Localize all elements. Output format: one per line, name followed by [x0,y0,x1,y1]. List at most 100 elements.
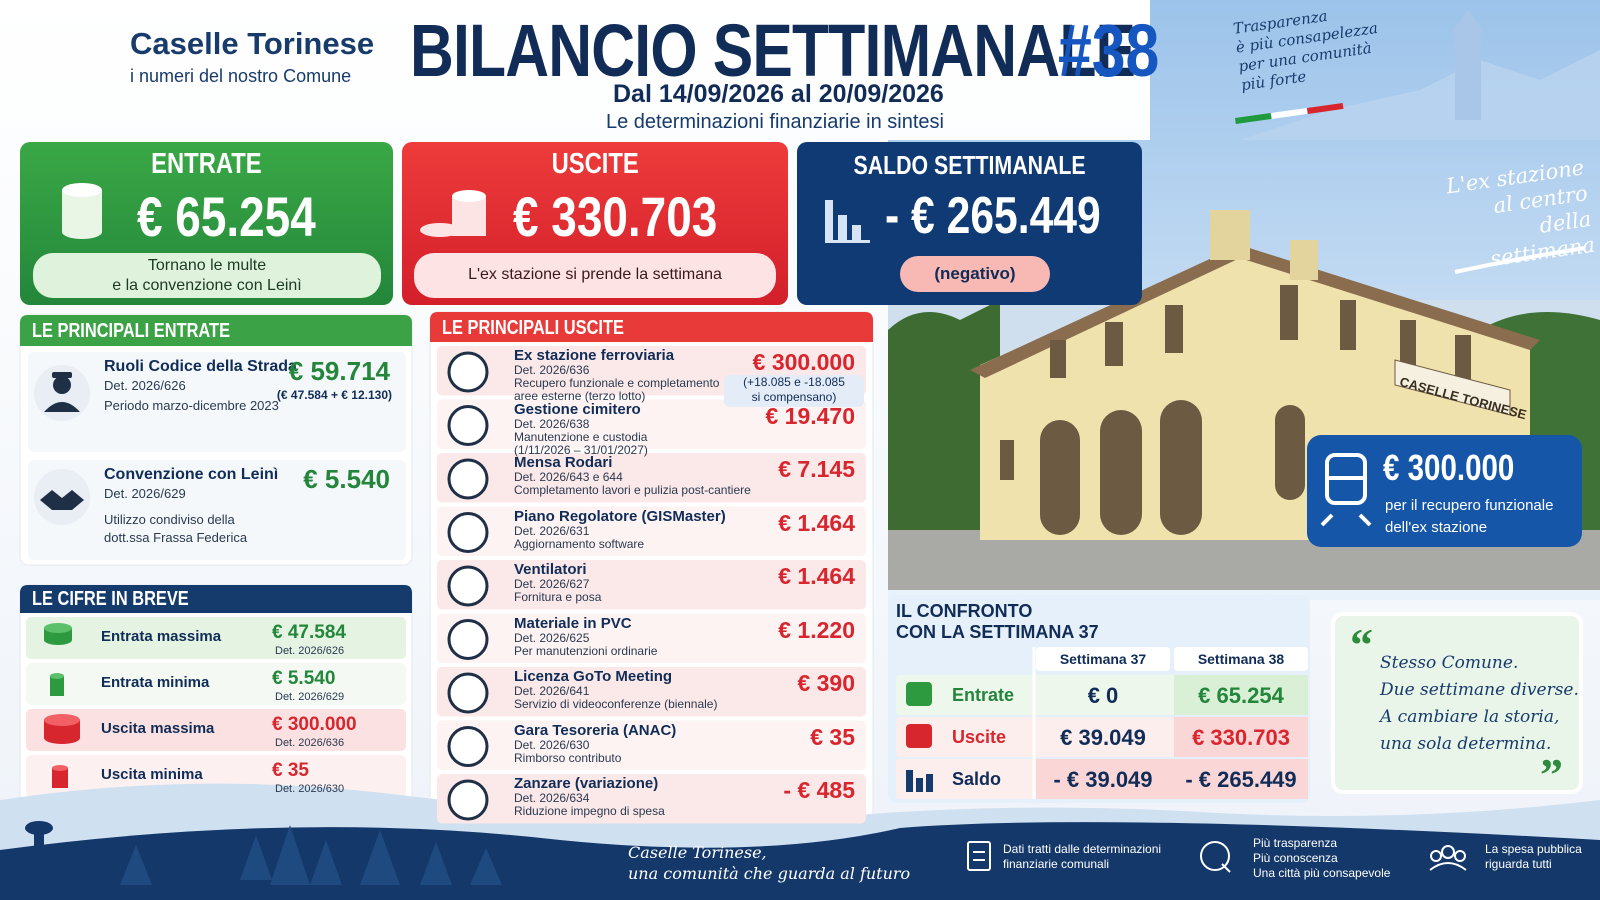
item-detail: (+18.085 e -18.085 si compensano) [724,375,864,407]
item-desc: Recupero funzionale e completamento [514,376,720,390]
card-label-text: SALDO SETTIMANALE [853,150,1086,180]
card-note: L'ex stazione si prende la settimana [468,266,722,283]
item-desc: (1/11/2026 – 31/01/2027) [514,442,648,457]
row-value: - € 39.049 [1053,767,1153,792]
row-label: Uscita minima [101,766,203,783]
card-amount-text: - € 265.449 [885,187,1101,245]
row-value: € 39.049 [1060,725,1146,750]
item-name: Licenza GoTo Meeting [514,668,673,685]
row-icon [447,458,489,500]
item-name: Piano Regolatore (GISMaster) [514,507,726,525]
footer-note: Più trasparenza Più conoscenza Una città p… [1253,836,1390,881]
row-icon [447,779,489,821]
row-amount: € 300.000 [272,714,357,735]
item-name: Gara Tesoreria (ANAC) [514,721,677,739]
item-detail: (€ 47.584 + € 12.130) [276,388,392,402]
row-icon [447,351,489,393]
title: BILANCIO SETTIMANALE [410,8,1294,93]
item-det: Det. 2026/625 [514,630,590,645]
row-bg [437,506,866,556]
row-label: Saldo [952,769,1002,789]
row-icon [447,405,489,446]
row-icon [447,512,489,553]
row-value: € 0 [1087,683,1119,708]
item-name: Ruoli Codice della Strada [104,358,297,375]
title-line: IL CONFRONTO [896,601,1033,621]
row-label: Entrate [952,685,1015,705]
svg-text:”: ” [1540,749,1563,800]
note-line: Una città più consapevole [1253,866,1391,880]
item-det: Det. 2026/631 [514,523,590,538]
slogan: Caselle Torinese, una comunità che guarda… [628,842,910,884]
item-desc: Fornitura e posa [514,590,602,604]
item-amount: - € 485 [783,777,855,803]
item-amount: € 1.464 [778,563,855,589]
quote-line: A cambiare la storia, [1380,707,1560,727]
quote-line: Stesso Comune. [1380,653,1519,673]
note-line: e la convenzione con Leinì [112,277,302,294]
row-det: Det. 2026/630 [275,783,345,795]
row-det: Det. 2026/629 [275,691,345,703]
card-amount: € 330.703 [513,184,762,249]
panel-title-text: LE CIFRE IN BREVE [32,588,189,610]
slogan-line: una comunità che guarda al futuro [628,864,911,883]
badge-text: per il recupero funzionale dell'ex stazio… [1385,495,1553,539]
card-label: ENTRATE [20,148,393,181]
column-header: Settimana 37 [1059,651,1147,667]
card-amount: € 65.254 [137,184,355,249]
row-label: Uscite [952,727,1007,747]
row-bg [437,453,866,503]
row-value: - € 265.449 [1185,767,1297,792]
row-amount: € 5.540 [272,668,336,689]
item-desc: dott.ssa Frassa Federica [104,530,248,545]
item-amount: € 390 [797,670,855,696]
item-amount: € 7.145 [778,456,855,482]
item-desc: Aggiornamento software [514,536,645,551]
item-desc: Servizio di videoconferenze (biennale) [514,697,718,711]
row-icon [447,565,489,607]
item-amount: € 300.000 [752,349,855,375]
row-label: Uscita massima [101,720,215,737]
issue-number-text: #38 [1058,9,1160,92]
item-det: Det. 2026/626 [104,378,186,393]
row-amount: € 35 [272,760,309,781]
row-amount: € 47.584 [272,622,346,643]
item-name: Ventilatori [514,561,587,578]
period: Dal 14/09/2026 al 20/09/2026 [613,80,944,108]
item-name: Gestione cimitero [514,400,641,418]
note-line: Più conoscenza [1253,851,1338,865]
panel-title: LE PRINCIPALI USCITE [442,317,664,340]
item-amount: € 1.464 [778,509,855,536]
note-line: Tornano le multe [147,257,267,274]
row-label: Entrata minima [101,674,210,691]
item-desc: Utilizzo condiviso della [104,512,235,527]
row-bg [437,774,866,824]
footer-note: La spesa pubblica riguarda tutti [1485,842,1582,872]
item-amount: € 59.714 [288,356,390,386]
item-amount: € 19.470 [765,402,855,429]
item-amount: € 5.540 [303,464,390,494]
item-det: Det. 2026/630 [514,737,590,752]
card-amount-text: € 65.254 [137,185,316,248]
item-det: Det. 2026/627 [514,577,590,591]
note-line: finanziarie comunali [1003,857,1110,871]
photo-caption: L'ex stazione al centro della settimana [1424,154,1597,279]
item-name: Materiale in PVC [514,614,632,632]
title-text: BILANCIO SETTIMANALE [410,9,1136,92]
note-line: riguarda tutti [1485,857,1552,871]
badge-amount-text: € 300.000 [1383,447,1515,488]
row-icon [447,726,489,767]
quote-line: Due settimane diverse. [1380,680,1579,700]
detail-line: (+18.085 e -18.085 [743,375,845,389]
note-line: Dati tratti dalle determinazioni [1003,842,1162,856]
item-det: Det. 2026/638 [514,416,590,431]
subtitle: Le determinazioni finanziarie in sintesi [606,111,944,133]
row-value: € 65.254 [1198,683,1284,708]
item-det: Det. 2026/636 [514,363,590,377]
item-name: Mensa Rodari [514,454,613,471]
issue-number: #38 [1058,8,1181,93]
item-det: Det. 2026/643 e 644 [514,470,623,484]
quote: Stesso Comune. Due settimane diverse. A ca… [1380,650,1579,758]
note-line: Più trasparenza [1253,836,1338,850]
